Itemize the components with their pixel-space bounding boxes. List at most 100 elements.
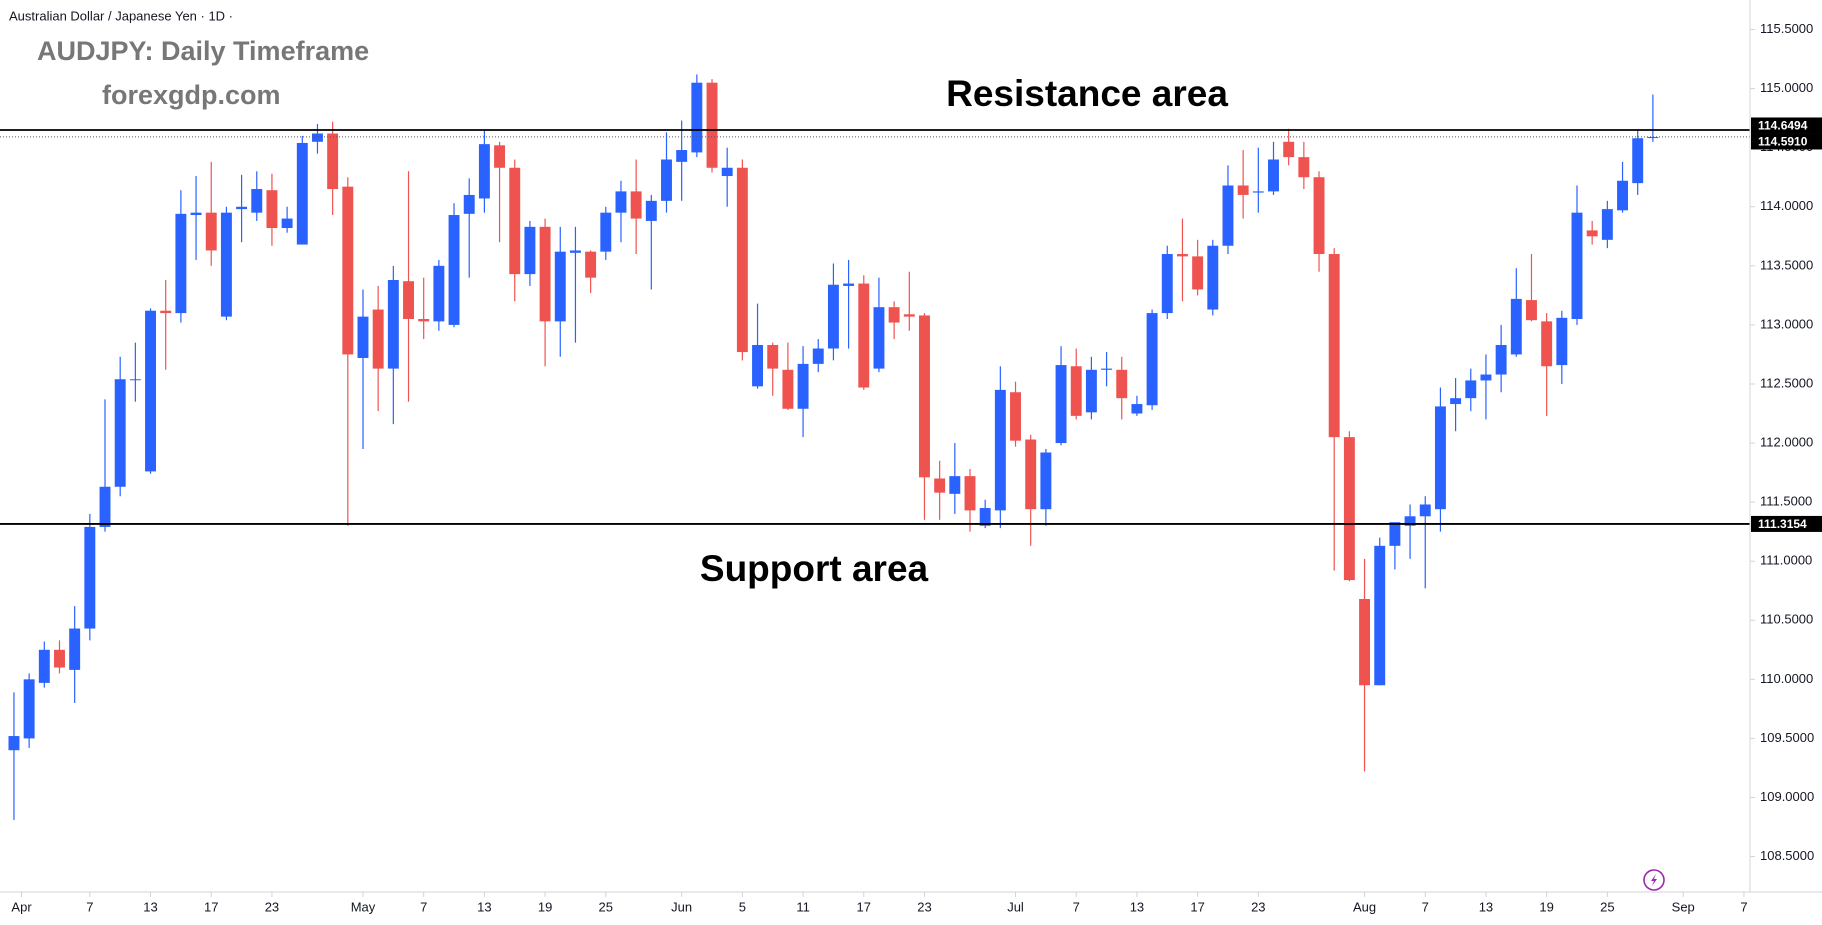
candle-body [463,194,475,214]
candle-body [478,144,490,199]
candle-body [99,486,111,527]
price-box-label: 114.5910 [1758,135,1808,149]
candle-body [691,82,703,153]
price-box-label: 111.3154 [1758,517,1807,531]
candle-body [1222,185,1234,246]
x-tick-label: 13 [143,899,157,914]
x-tick-label: May [351,899,376,914]
candle-body [1601,209,1613,240]
alert-icon[interactable] [1643,869,1665,891]
x-tick-label: 5 [739,899,746,914]
candle-body [1495,344,1507,375]
x-tick-label: 13 [1130,899,1144,914]
x-tick-label: 7 [86,899,93,914]
candle-body [676,150,688,162]
candle-body [281,218,293,229]
y-tick-label: 113.5000 [1760,257,1813,272]
candle-body [494,145,506,168]
x-tick-label: 23 [265,899,279,914]
candle-body [1237,185,1249,195]
x-tick-label: 19 [538,899,552,914]
candle-body [979,508,991,526]
x-tick-label: 17 [1190,899,1204,914]
candle-body [1176,254,1188,257]
candle-body [1526,300,1537,321]
candle-body [8,736,20,751]
candle-body [236,206,248,210]
candle-body [843,283,855,286]
candle-body [38,649,50,683]
y-tick-label: 115.5000 [1760,21,1813,36]
y-tick-label: 111.0000 [1760,553,1812,568]
candle-body [387,280,399,369]
candle-body [1404,516,1416,526]
support-annotation: Support area [700,548,929,589]
y-tick-label: 114.0000 [1760,198,1813,213]
x-tick-label: 7 [1073,899,1080,914]
candle-body [312,133,323,142]
candle-body [509,167,521,275]
candle-body [1434,406,1446,510]
x-tick-label: Apr [11,899,32,914]
x-tick-label: 25 [599,899,613,914]
candle-body [721,167,733,177]
candle-body [175,213,187,314]
price-box [1751,133,1822,150]
candle-body [1647,137,1659,139]
candle-body [1328,254,1340,438]
candle-body [782,369,794,409]
candle-body [69,628,81,670]
candle-body [752,344,764,387]
candle-body [1283,141,1295,158]
candle-body [888,307,900,323]
candle-body [266,190,278,229]
candle-body [1480,374,1492,381]
x-tick-label: 23 [917,899,931,914]
x-tick-label: 23 [1251,899,1265,914]
candle-body [903,314,915,317]
candle-body [1207,245,1219,310]
y-tick-label: 109.5000 [1760,730,1814,745]
price-box [1751,117,1822,134]
candle-body [949,476,961,494]
y-tick-label: 112.0000 [1760,434,1813,449]
x-tick-label: Jun [671,899,692,914]
candle-body [1070,366,1082,416]
candle-body [1161,254,1173,314]
price-box-label: 114.6494 [1758,119,1808,133]
candle-body [1541,321,1553,367]
candle-body [372,309,384,369]
candle-body [1313,177,1325,255]
candle-body [1268,159,1279,192]
candle-body [827,284,839,349]
candle-body [433,265,445,322]
price-box [1751,515,1822,532]
candle-body [1146,313,1158,406]
candle-body [994,389,1006,511]
candle-body [1359,598,1371,686]
x-tick-label: 11 [796,899,810,914]
candle-body [145,310,157,472]
y-tick-label: 111.5000 [1760,494,1812,509]
candle-body [1055,365,1067,444]
chart-caption: AUDJPY: Daily Timeframe [37,36,369,66]
candle-body [1571,212,1583,319]
x-tick-label: 13 [1479,899,1493,914]
candle-body [1131,404,1143,414]
candle-body [448,215,460,325]
candle-body [585,251,597,278]
x-tick-label: 7 [1740,899,1747,914]
candle-body [615,191,627,213]
y-tick-label: 110.0000 [1760,671,1813,686]
candle-body [23,679,35,739]
candle-body [190,212,202,216]
candle-body [1510,298,1522,355]
candle-body [1450,398,1462,405]
candle-body [1025,439,1037,510]
candle-body [569,250,581,253]
y-tick-label: 112.5000 [1760,375,1813,390]
candle-body [630,191,642,219]
candle-body [1617,180,1628,211]
